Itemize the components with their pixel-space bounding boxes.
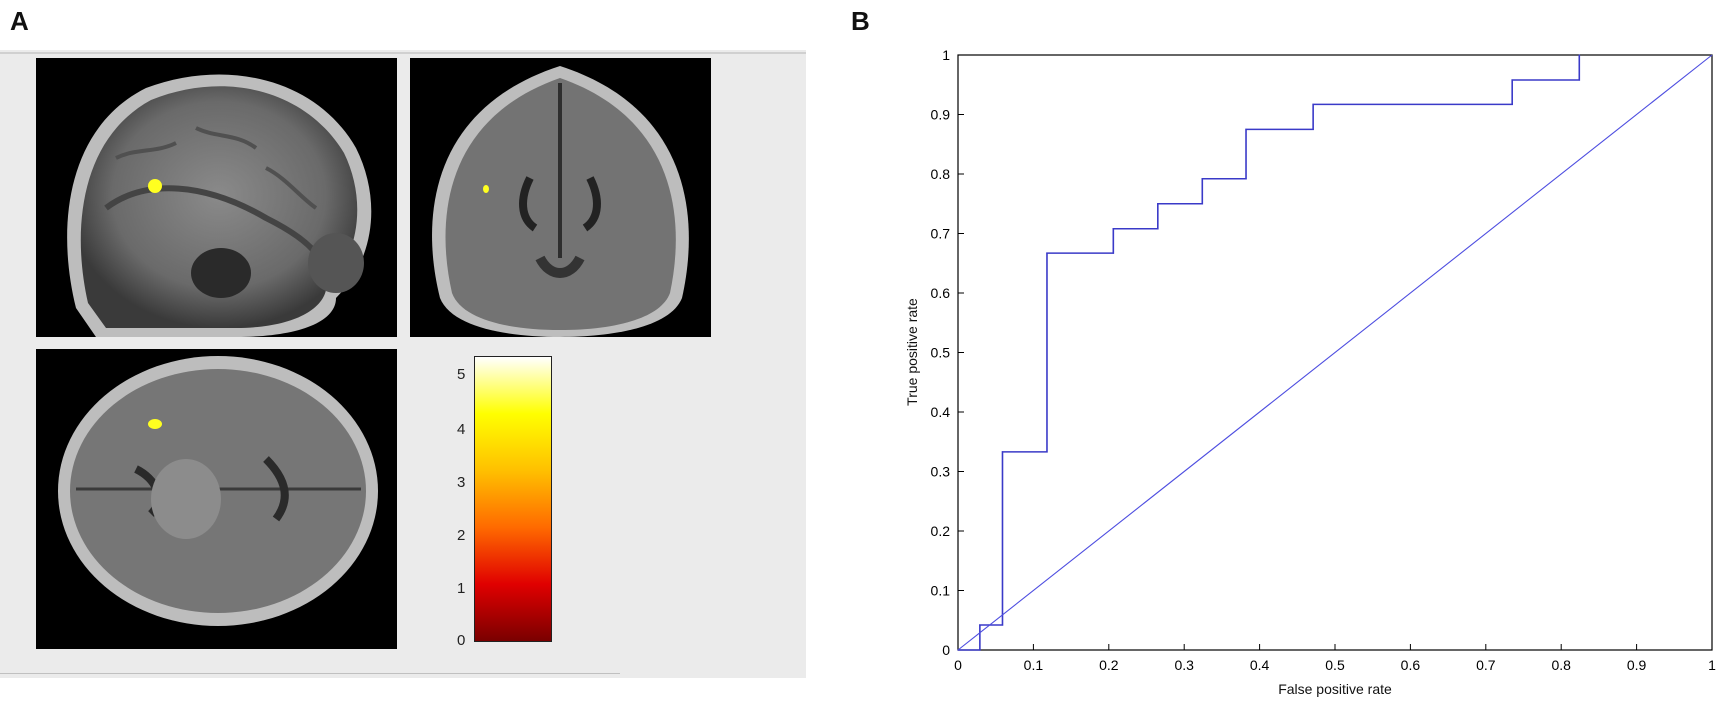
x-tick-label: 0.6 <box>1401 657 1421 673</box>
x-tick-label: 0.7 <box>1476 657 1496 673</box>
roc-curve-point <box>1201 178 1203 180</box>
axial-brain-slice <box>36 349 397 649</box>
colorbar-tick: 3 <box>457 474 466 491</box>
y-tick-label: 0 <box>942 642 950 658</box>
roc-curve-point <box>1001 624 1004 626</box>
x-axis-label: False positive rate <box>1278 681 1392 697</box>
roc-curve-point <box>1112 228 1114 230</box>
colorbar-tick: 2 <box>457 527 466 544</box>
roc-curve-point <box>1578 79 1580 81</box>
panel-divider <box>0 52 806 54</box>
x-tick-label: 0.9 <box>1627 657 1647 673</box>
colorbar-tick: 1 <box>457 580 466 597</box>
roc-curve-point <box>1511 79 1513 81</box>
x-tick-label: 0.2 <box>1099 657 1119 673</box>
y-tick-label: 0.5 <box>931 345 951 361</box>
y-tick-label: 0.3 <box>931 464 951 480</box>
colorbar-tick: 0 <box>457 632 466 649</box>
y-axis-label: True positive rate <box>904 298 920 406</box>
chance-diagonal-line <box>957 54 1713 651</box>
x-tick-label: 0.4 <box>1250 657 1270 673</box>
roc-curve-point <box>1046 451 1048 453</box>
panel-label-b: B <box>851 6 870 36</box>
roc-curve-point <box>1245 178 1247 180</box>
roc-curve-point <box>1245 128 1247 130</box>
y-tick-label: 0.9 <box>931 107 951 123</box>
y-tick-label: 0.2 <box>931 523 951 539</box>
colorbar-tick: 5 <box>457 366 466 383</box>
x-tick-label: 0.3 <box>1174 657 1194 673</box>
roc-curve-point <box>979 624 981 626</box>
x-tick-label: 1 <box>1708 657 1716 673</box>
y-tick-label: 0.6 <box>931 285 951 301</box>
roc-curve-point <box>1578 54 1580 56</box>
roc-curve-point <box>1312 103 1314 105</box>
roc-curve-point <box>1157 228 1159 230</box>
y-tick-label: 0.1 <box>931 583 951 599</box>
y-axis: 0 0.1 0.2 0.3 0.4 0.5 0.6 0.7 0.8 0.9 1 <box>931 47 964 658</box>
roc-curve-point <box>1001 451 1004 453</box>
y-tick-label: 1 <box>942 47 950 63</box>
x-axis: 0 0.1 0.2 0.3 0.4 0.5 0.6 0.7 0.8 0.9 1 <box>954 644 1716 673</box>
x-tick-label: 0.1 <box>1024 657 1044 673</box>
sagittal-brain-slice <box>36 58 397 337</box>
x-tick-label: 0 <box>954 657 962 673</box>
y-tick-label: 0.7 <box>931 226 951 242</box>
roc-curve-point <box>1312 128 1314 130</box>
panel-divider <box>0 673 620 674</box>
x-tick-label: 0.5 <box>1325 657 1345 673</box>
y-tick-label: 0.4 <box>931 404 951 420</box>
roc-curve-point <box>1201 203 1203 205</box>
roc-curve-point <box>1046 252 1048 254</box>
y-tick-label: 0.8 <box>931 166 951 182</box>
roc-curve-point <box>1112 252 1114 254</box>
series-layer <box>957 54 1713 651</box>
coronal-brain-slice <box>410 58 711 337</box>
x-tick-label: 0.8 <box>1551 657 1571 673</box>
roc-curve-point <box>1157 203 1159 205</box>
colorbar-tick: 4 <box>457 421 466 438</box>
roc-curve-point <box>979 649 981 651</box>
panel-label-a: A <box>10 6 29 36</box>
roc-curve-point <box>1511 103 1513 105</box>
colorbar <box>474 356 552 642</box>
